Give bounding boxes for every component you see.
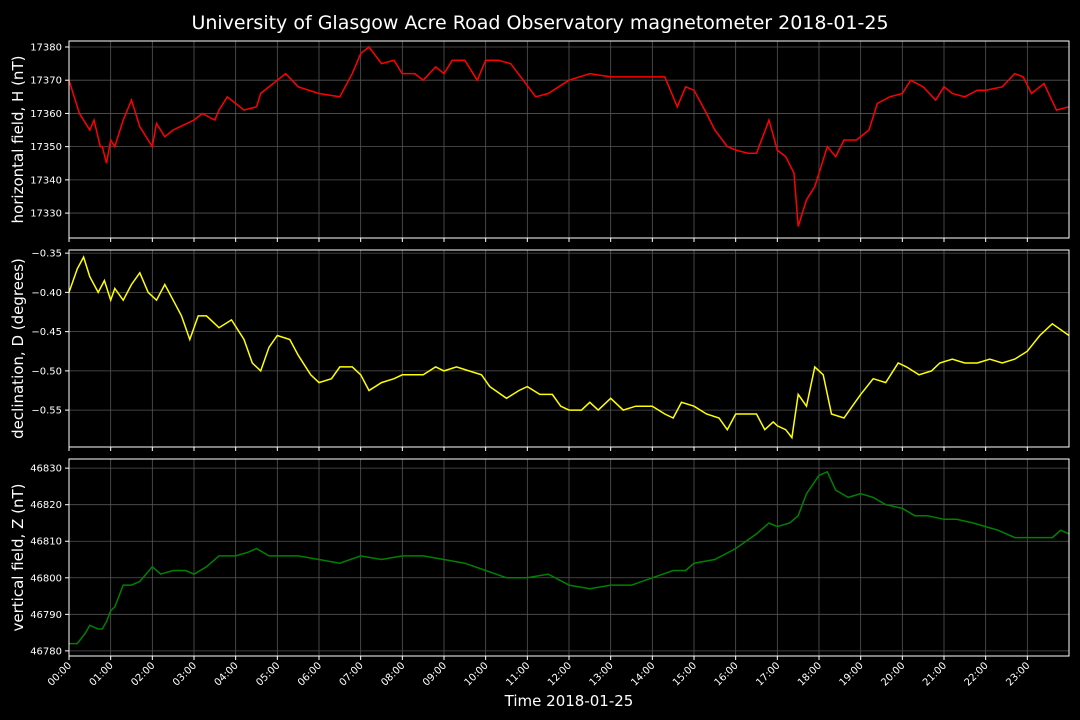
x-tick-label: 13:00: [588, 660, 616, 688]
x-tick-label: 12:00: [546, 660, 574, 688]
x-tick-label: 07:00: [338, 660, 366, 688]
y-tick-label: 46790: [30, 610, 62, 621]
data-line: [68, 255, 1070, 440]
y-axis-label: declination, D (degrees): [9, 258, 27, 439]
x-tick-label: 03:00: [171, 660, 199, 688]
x-tick-label: 02:00: [129, 660, 157, 688]
x-tick-label: 04:00: [213, 660, 241, 688]
y-tick-label: 46810: [30, 537, 62, 548]
y-tick-label: −0.50: [31, 366, 62, 377]
x-tick-label: 08:00: [379, 660, 407, 688]
x-tick-label: 21:00: [921, 660, 949, 688]
axes-frame: [68, 458, 1070, 657]
y-tick-label: 46780: [30, 646, 62, 657]
y-tick-label: −0.55: [31, 406, 62, 417]
y-tick-label: 17380: [30, 42, 62, 53]
x-tick-label: 18:00: [796, 660, 824, 688]
axes-frame: [68, 40, 1070, 239]
y-tick-label: −0.40: [31, 288, 62, 299]
y-tick-label: 17330: [30, 209, 62, 220]
y-tick-label: −0.35: [31, 249, 62, 260]
x-tick-label: 22:00: [963, 660, 991, 688]
x-tick-label: 14:00: [629, 660, 657, 688]
x-tick-label: 20:00: [879, 660, 907, 688]
x-tick-label: 15:00: [671, 660, 699, 688]
data-line: [69, 470, 1070, 645]
x-tick-label: 09:00: [421, 660, 449, 688]
x-tick-label: 19:00: [838, 660, 866, 688]
data-line: [68, 45, 1070, 227]
x-tick-label: 17:00: [754, 660, 782, 688]
chart-title: University of Glasgow Acre Road Observat…: [191, 12, 888, 34]
axes-frame: [68, 249, 1070, 448]
y-tick-label: 17350: [30, 142, 62, 153]
x-tick-label: 00:00: [46, 660, 74, 688]
y-tick-label: 46830: [30, 464, 62, 475]
y-axis-label: horizontal field, H (nT): [9, 56, 27, 224]
x-tick-label: 01:00: [88, 660, 116, 688]
y-axis-label: vertical field, Z (nT): [9, 483, 27, 631]
y-tick-label: 17370: [30, 76, 62, 87]
x-tick-label: 10:00: [463, 660, 491, 688]
y-tick-label: 46800: [30, 573, 62, 584]
x-tick-label: 16:00: [713, 660, 741, 688]
x-axis-label: Time 2018-01-25: [504, 692, 634, 710]
x-tick-label: 11:00: [504, 660, 532, 688]
x-tick-label: 06:00: [296, 660, 324, 688]
x-tick-label: 05:00: [254, 660, 282, 688]
y-tick-label: 46820: [30, 500, 62, 511]
y-tick-label: 17340: [30, 175, 62, 186]
x-tick-label: 23:00: [1004, 660, 1032, 688]
y-tick-label: −0.45: [31, 327, 62, 338]
y-tick-label: 17360: [30, 109, 62, 120]
